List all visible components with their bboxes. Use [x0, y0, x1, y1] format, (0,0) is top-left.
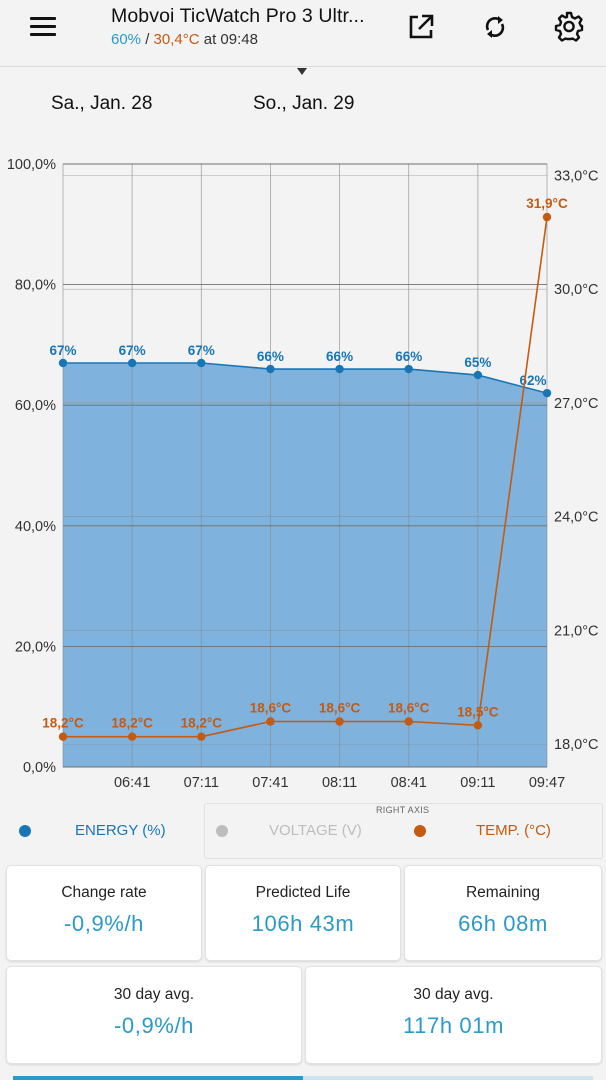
stat-card-30day-life: 30 day avg. 117h 01m	[305, 966, 602, 1064]
x-axis-tick: 06:41	[114, 775, 150, 791]
dropdown-caret-icon	[297, 68, 307, 75]
right-axis-tick: 21,0°C	[554, 623, 599, 639]
temp-point	[58, 732, 68, 741]
page-indicator-inactive[interactable]	[303, 1076, 593, 1080]
x-axis-tick: 07:41	[252, 775, 288, 791]
stat-card-change-rate: Change rate -0,9%/h	[6, 865, 202, 961]
legend-voltage[interactable]: VOLTAGE (V)	[205, 803, 401, 859]
temp-data-label: 18,6°C	[250, 700, 292, 715]
energy-point	[58, 358, 68, 368]
energy-point	[197, 358, 206, 368]
temp-point	[404, 717, 413, 726]
left-axis-tick: 40,0%	[15, 519, 56, 535]
page-indicator-active[interactable]	[13, 1076, 303, 1080]
temp-data-label: 18,2°C	[42, 716, 84, 731]
temp-data-label: 18,2°C	[181, 716, 223, 731]
stat-title: Predicted Life	[255, 884, 351, 901]
status-subtitle: 60% / 30,4°C at 09:48	[111, 31, 258, 48]
energy-point	[542, 388, 552, 398]
battery-temperature: 30,4°C	[153, 31, 200, 48]
temp-line	[63, 216, 548, 738]
stat-value: 117h 01m	[402, 1013, 505, 1038]
date-label-2: So., Jan. 29	[253, 93, 355, 114]
left-axis-tick: 20,0%	[15, 639, 56, 655]
energy-point	[266, 364, 275, 374]
right-axis-tick: 18,0°C	[554, 737, 599, 753]
stat-card-predicted-life: Predicted Life 106h 43m	[205, 865, 401, 961]
temp-point	[473, 721, 483, 730]
temp-data-label: 18,5°C	[457, 704, 499, 719]
stat-card-30day-rate: 30 day avg. -0,9%/h	[6, 966, 302, 1064]
stat-card-remaining: Remaining 66h 08m	[404, 865, 602, 961]
separator: /	[141, 31, 154, 48]
stat-value: -0,9%/h	[113, 1013, 195, 1038]
energy-dot-icon	[19, 825, 31, 837]
temp-data-label: 18,6°C	[388, 700, 430, 715]
energy-point	[404, 364, 413, 374]
temp-dot-icon	[414, 825, 426, 837]
stat-value: 106h 43m	[251, 911, 355, 936]
legend-temp-label: TEMP. (°C)	[476, 822, 551, 839]
stat-value: -0,9%/h	[63, 911, 145, 936]
stat-value: 66h 08m	[458, 911, 548, 936]
energy-line	[63, 362, 548, 394]
right-axis-tick: 27,0°C	[554, 396, 599, 412]
temp-point	[335, 717, 344, 726]
legend-energy[interactable]: ENERGY (%)	[0, 803, 200, 859]
energy-point	[473, 370, 483, 380]
refresh-icon[interactable]	[478, 10, 512, 44]
energy-data-label: 66%	[257, 349, 284, 364]
energy-data-label: 66%	[395, 349, 422, 364]
energy-data-label: 67%	[119, 343, 146, 358]
x-axis-tick: 08:11	[322, 775, 357, 791]
legend-energy-label: ENERGY (%)	[75, 822, 166, 839]
temp-data-label: 18,6°C	[319, 700, 361, 715]
energy-data-label: 67%	[49, 343, 76, 358]
chart-legend: ENERGY (%) VOLTAGE (V) TEMP. (°C)	[0, 803, 606, 859]
open-external-icon[interactable]	[404, 10, 438, 44]
legend-temp[interactable]: TEMP. (°C)	[402, 803, 602, 859]
energy-point	[335, 364, 344, 374]
temp-point	[197, 732, 206, 741]
temp-point	[266, 717, 275, 726]
energy-data-label: 65%	[464, 355, 491, 370]
temp-point	[127, 732, 137, 741]
temp-data-label: 31,9°C	[526, 196, 568, 211]
energy-data-label: 66%	[326, 349, 353, 364]
right-axis-tick: 33,0°C	[554, 168, 599, 184]
energy-data-label: 62%	[519, 373, 546, 388]
device-title: Mobvoi TicWatch Pro 3 Ultr...	[111, 5, 365, 27]
energy-area	[63, 362, 547, 767]
legend-voltage-label: VOLTAGE (V)	[269, 822, 362, 839]
left-axis-tick: 60,0%	[15, 398, 56, 414]
hamburger-menu-icon[interactable]	[28, 14, 58, 40]
stat-title: 30 day avg.	[413, 986, 494, 1003]
energy-point	[127, 358, 137, 368]
temp-data-label: 18,2°C	[111, 716, 153, 731]
right-axis-group	[204, 803, 603, 859]
battery-chart[interactable]: 0,0% 20,0% 40,0% 60,0% 80,0% 100,0% 18,0°C 21,0…	[0, 145, 606, 795]
temp-point	[542, 212, 552, 222]
right-axis-caption: RIGHT AXIS	[376, 805, 430, 815]
x-axis-tick: 09:11	[460, 775, 495, 791]
x-axis-tick: 09:47	[529, 775, 565, 791]
left-axis-tick: 100,0%	[7, 157, 56, 173]
update-time: at 09:48	[199, 31, 258, 48]
left-axis-tick: 0,0%	[23, 760, 56, 776]
stat-title: 30 day avg.	[113, 986, 195, 1003]
voltage-dot-icon	[216, 825, 228, 837]
x-axis-tick: 07:11	[184, 775, 219, 791]
gear-icon[interactable]	[552, 10, 586, 44]
left-axis-tick: 80,0%	[15, 278, 56, 294]
right-axis-tick: 30,0°C	[554, 282, 599, 298]
date-label-1: Sa., Jan. 28	[51, 93, 153, 114]
x-axis-tick: 08:41	[391, 775, 427, 791]
stat-title: Change rate	[61, 884, 147, 901]
energy-data-label: 67%	[188, 343, 215, 358]
right-axis-tick: 24,0°C	[554, 510, 599, 526]
app-bar: Mobvoi TicWatch Pro 3 Ultr... 60% / 30,4…	[0, 0, 606, 67]
battery-level: 60%	[111, 31, 142, 48]
stat-title: Remaining	[465, 884, 541, 901]
